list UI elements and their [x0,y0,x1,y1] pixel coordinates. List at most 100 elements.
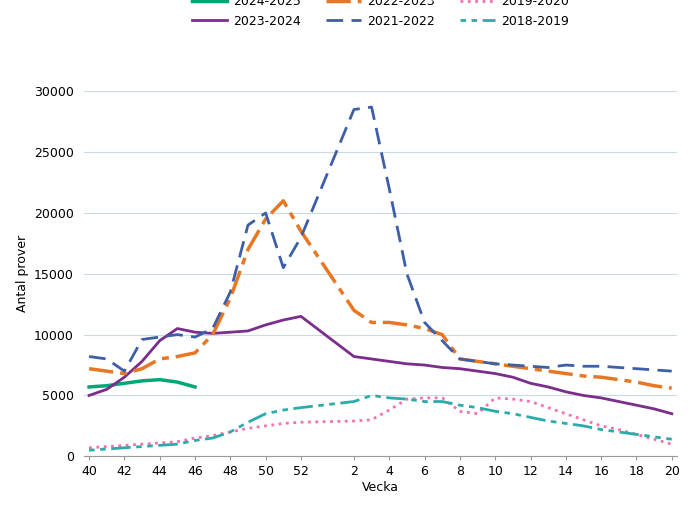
2019-2020 [85,445,94,451]
2018-2019 [226,429,235,435]
2022-2023 [456,356,464,362]
2019-2020 [491,395,499,401]
2019-2020 [562,411,570,417]
2023-2024 [191,329,199,335]
2019-2020 [526,399,535,405]
2018-2019 [632,431,641,438]
2018-2019 [367,392,376,399]
2021-2022 [262,210,270,216]
2021-2022 [367,104,376,110]
2023-2024 [438,365,447,371]
2018-2019 [650,434,658,440]
2021-2022 [173,332,181,338]
2018-2019 [597,426,605,432]
2022-2023 [526,366,535,372]
Legend: 2024-2025, 2023-2024, 2022-2023, 2021-2022, 2019-2020, 2018-2019: 2024-2025, 2023-2024, 2022-2023, 2021-20… [192,0,569,27]
2023-2024 [279,317,288,323]
2023-2024 [120,374,128,380]
2023-2024 [491,371,499,377]
2024-2025 [173,379,181,385]
2021-2022 [385,186,394,192]
2023-2024 [297,313,305,319]
2018-2019 [138,444,146,450]
2023-2024 [385,358,394,365]
2018-2019 [615,429,623,435]
2022-2023 [279,198,288,204]
2022-2023 [226,295,235,301]
2021-2022 [279,265,288,271]
2019-2020 [403,396,411,402]
2021-2022 [120,368,128,374]
2022-2023 [244,246,252,252]
2022-2023 [491,361,499,367]
2023-2024 [103,386,111,392]
2021-2022 [297,234,305,240]
2021-2022 [85,353,94,359]
2021-2022 [615,365,623,371]
Line: 2022-2023: 2022-2023 [89,201,671,388]
2021-2022 [438,338,447,344]
2022-2023 [209,332,217,338]
2022-2023 [173,353,181,359]
2019-2020 [120,442,128,448]
2019-2020 [509,396,517,402]
2023-2024 [544,384,552,390]
2022-2023 [562,371,570,377]
2018-2019 [562,420,570,426]
2024-2025 [85,384,94,390]
2018-2019 [297,405,305,411]
Line: 2018-2019: 2018-2019 [89,395,671,450]
2022-2023 [403,322,411,328]
2023-2024 [367,356,376,362]
2019-2020 [385,407,394,413]
2018-2019 [173,441,181,447]
2022-2023 [509,363,517,369]
2018-2019 [85,447,94,453]
2021-2022 [244,222,252,228]
2021-2022 [456,356,464,362]
X-axis label: Vecka: Vecka [362,481,399,494]
2021-2022 [667,368,676,374]
2021-2022 [473,358,482,365]
2023-2024 [85,392,94,399]
2019-2020 [615,426,623,432]
2018-2019 [350,399,358,405]
2019-2020 [191,435,199,441]
2023-2024 [209,331,217,337]
2023-2024 [420,362,429,368]
2021-2022 [209,325,217,332]
2023-2024 [667,411,676,417]
2023-2024 [262,322,270,328]
2022-2023 [156,356,164,362]
2021-2022 [350,106,358,113]
2019-2020 [367,417,376,423]
2022-2023 [262,216,270,222]
2022-2023 [650,383,658,389]
2023-2024 [509,374,517,380]
2018-2019 [191,438,199,444]
2018-2019 [244,419,252,425]
2022-2023 [579,373,588,379]
Line: 2019-2020: 2019-2020 [89,398,671,448]
2019-2020 [579,417,588,423]
2022-2023 [297,228,305,234]
2023-2024 [597,395,605,401]
2019-2020 [632,431,641,438]
2021-2022 [650,367,658,373]
2023-2024 [244,328,252,334]
2018-2019 [120,445,128,451]
2022-2023 [667,385,676,391]
2021-2022 [597,363,605,369]
2019-2020 [156,440,164,446]
2019-2020 [650,436,658,442]
2024-2025 [191,384,199,390]
2019-2020 [420,395,429,401]
2021-2022 [138,337,146,343]
2024-2025 [156,377,164,383]
2021-2022 [491,361,499,367]
2023-2024 [226,329,235,335]
2019-2020 [209,432,217,439]
2022-2023 [632,379,641,385]
2019-2020 [244,425,252,431]
2018-2019 [156,442,164,448]
